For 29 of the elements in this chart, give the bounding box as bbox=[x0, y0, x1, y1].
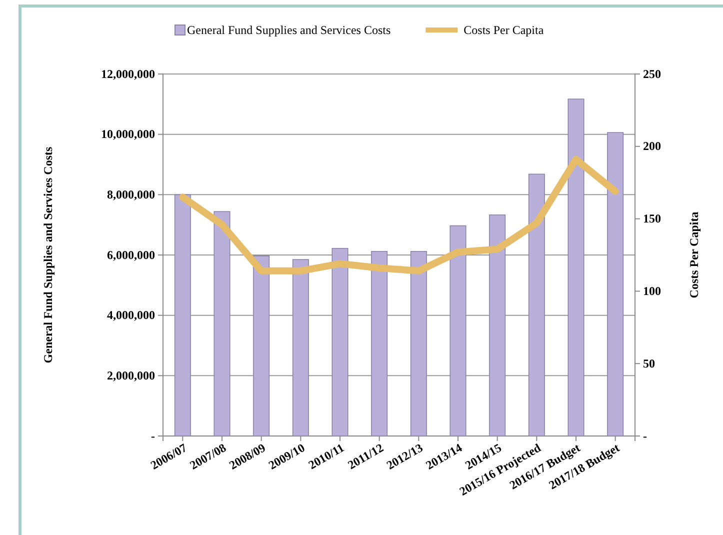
y2-tick-label: - bbox=[643, 428, 647, 443]
bar bbox=[174, 194, 191, 436]
y-tick-label: 6,000,000 bbox=[107, 248, 155, 262]
legend-label: General Fund Supplies and Services Costs bbox=[187, 23, 391, 37]
bar bbox=[607, 132, 624, 436]
bar bbox=[568, 98, 584, 436]
bar bbox=[450, 225, 466, 436]
legend-label: Costs Per Capita bbox=[464, 23, 544, 37]
y-tick-label: 2,000,000 bbox=[107, 368, 155, 383]
y-tick-label: 10,000,000 bbox=[101, 127, 155, 142]
bar bbox=[292, 259, 309, 436]
y-tick-label: 4,000,000 bbox=[107, 308, 155, 322]
y2-axis-title: Costs Per Capita bbox=[687, 212, 701, 298]
y-tick-label: 12,000,000 bbox=[101, 66, 155, 81]
bar bbox=[489, 214, 506, 436]
y-tick-label: 8,000,000 bbox=[107, 188, 155, 202]
y2-tick-label: 100 bbox=[643, 284, 661, 298]
bar bbox=[528, 174, 545, 436]
bar bbox=[410, 250, 427, 436]
y2-tick-label: 200 bbox=[643, 139, 661, 154]
y-axis-title: General Fund Supplies and Services Costs bbox=[41, 146, 55, 364]
y-tick-label: - bbox=[151, 428, 155, 443]
y2-tick-label: 50 bbox=[643, 356, 655, 370]
y2-tick-label: 250 bbox=[643, 66, 661, 81]
y2-tick-label: 150 bbox=[643, 212, 661, 226]
bar bbox=[253, 256, 270, 436]
bar bbox=[371, 250, 388, 436]
bar bbox=[332, 248, 348, 436]
bar bbox=[214, 211, 230, 436]
